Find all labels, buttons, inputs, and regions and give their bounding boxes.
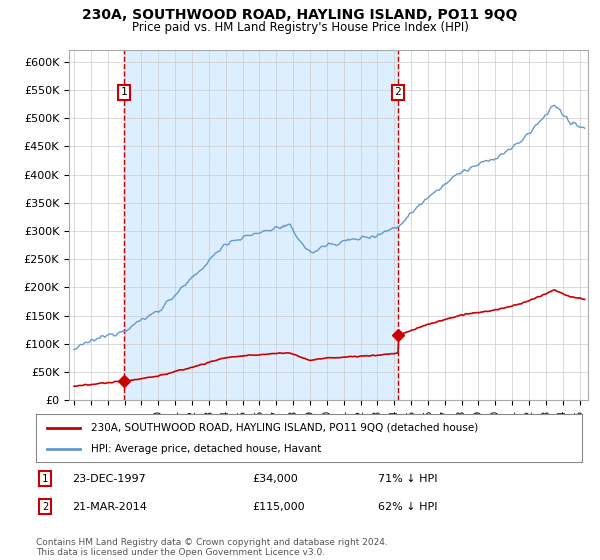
Text: 23-DEC-1997: 23-DEC-1997 xyxy=(72,474,146,484)
Text: £34,000: £34,000 xyxy=(252,474,298,484)
Bar xyxy=(124,50,398,400)
Text: 1: 1 xyxy=(121,87,128,97)
Text: 71% ↓ HPI: 71% ↓ HPI xyxy=(378,474,437,484)
Text: 21-MAR-2014: 21-MAR-2014 xyxy=(72,502,147,512)
Text: HPI: Average price, detached house, Havant: HPI: Average price, detached house, Hava… xyxy=(91,444,321,454)
Text: 62% ↓ HPI: 62% ↓ HPI xyxy=(378,502,437,512)
Text: 230A, SOUTHWOOD ROAD, HAYLING ISLAND, PO11 9QQ (detached house): 230A, SOUTHWOOD ROAD, HAYLING ISLAND, PO… xyxy=(91,423,478,433)
Text: £115,000: £115,000 xyxy=(252,502,305,512)
Text: 230A, SOUTHWOOD ROAD, HAYLING ISLAND, PO11 9QQ: 230A, SOUTHWOOD ROAD, HAYLING ISLAND, PO… xyxy=(82,8,518,22)
Text: Contains HM Land Registry data © Crown copyright and database right 2024.
This d: Contains HM Land Registry data © Crown c… xyxy=(36,538,388,557)
Text: Price paid vs. HM Land Registry's House Price Index (HPI): Price paid vs. HM Land Registry's House … xyxy=(131,21,469,34)
Text: 1: 1 xyxy=(42,474,48,484)
Text: 2: 2 xyxy=(42,502,48,512)
Text: 2: 2 xyxy=(395,87,401,97)
